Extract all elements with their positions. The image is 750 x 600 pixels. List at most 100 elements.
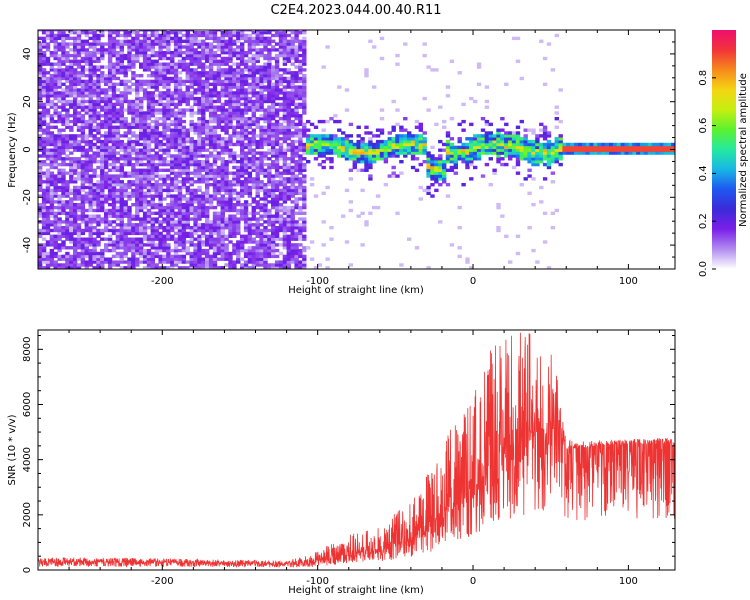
spectrogram-cell xyxy=(302,42,307,46)
spectrogram-cell xyxy=(80,165,86,170)
spectrogram-cell xyxy=(224,71,229,75)
spectrogram-cell xyxy=(286,85,291,89)
spectrogram-cell xyxy=(240,171,245,175)
spectrogram-cell xyxy=(247,36,253,41)
spectrogram-cell xyxy=(189,53,194,58)
spectrogram-cell xyxy=(154,246,159,250)
spectrogram-cell xyxy=(243,203,249,207)
spectrogram-cell xyxy=(185,168,190,172)
spectrogram-cell xyxy=(150,211,155,215)
spectrogram-cell xyxy=(142,53,148,58)
spectrogram-cell xyxy=(271,263,276,267)
spectrogram-cell xyxy=(193,111,198,115)
spectrogram-cell xyxy=(177,94,183,98)
spectrogram-cell xyxy=(189,263,194,267)
spectrogram-cell xyxy=(271,240,276,244)
spectrogram-cell xyxy=(146,254,152,259)
spectrogram-cell xyxy=(80,42,86,46)
spectrogram-cell xyxy=(216,79,222,84)
spectrogram-cell xyxy=(352,160,357,164)
spectrogram-cell xyxy=(290,226,295,230)
spectrogram-cell xyxy=(92,157,97,161)
spectrogram-cell xyxy=(166,105,171,109)
spectrogram-cell xyxy=(282,48,288,52)
spectrogram-cell xyxy=(127,42,132,46)
spectrogram-cell xyxy=(115,160,121,164)
spectrogram-cell xyxy=(212,62,218,66)
spectrogram-cell xyxy=(247,142,253,147)
spectrogram-cell xyxy=(208,74,214,78)
spectrogram-cell xyxy=(53,205,58,210)
spectrogram-cell xyxy=(76,111,82,115)
spectrogram-cell xyxy=(220,119,225,124)
spectrogram-cell xyxy=(57,145,62,150)
spectrogram-cell xyxy=(205,208,210,213)
spectrogram-cell xyxy=(228,183,233,187)
spectrogram-cell xyxy=(290,56,295,61)
spectrogram-cell xyxy=(131,45,136,49)
spectrogram-cell xyxy=(142,174,148,178)
spectrogram-cell xyxy=(368,145,373,150)
spectrogram-cell xyxy=(278,171,284,175)
spectrogram-cell xyxy=(379,154,385,158)
spectrogram-cell xyxy=(403,134,408,138)
spectrogram-cell xyxy=(111,214,117,218)
spectrogram-cell xyxy=(73,31,78,35)
spectrogram-cell xyxy=(271,96,276,101)
spectrogram-cell xyxy=(57,117,62,121)
spectrogram-cell xyxy=(146,139,152,144)
spectrogram-cell xyxy=(119,214,124,218)
spectrogram-cell xyxy=(282,42,288,46)
spectrogram-cell xyxy=(247,96,253,101)
spectrogram-cell xyxy=(139,177,144,181)
spectrogram-cell xyxy=(333,119,338,124)
spectrogram-cell xyxy=(53,79,58,84)
spectrogram-cell xyxy=(41,128,47,132)
spectrogram-cell xyxy=(57,226,62,230)
spectrogram-cell xyxy=(333,134,338,138)
spectrogram-cell xyxy=(38,85,43,89)
spectrogram-cell xyxy=(224,30,229,32)
spectrogram-cell xyxy=(107,208,113,213)
spectrogram-cell xyxy=(57,254,62,259)
spectrogram-cell xyxy=(228,231,233,236)
spectrogram-cell xyxy=(274,122,280,127)
spectrogram-cell xyxy=(115,174,121,178)
spectrogram-cell xyxy=(224,131,229,135)
spectrogram-cell xyxy=(201,197,206,201)
spectrogram-cell xyxy=(80,203,86,207)
spectrogram-cell xyxy=(139,119,144,124)
spectrogram-cell xyxy=(259,142,264,147)
spectrogram-cells xyxy=(38,30,675,269)
spectrogram-cell xyxy=(49,102,55,107)
spectrogram-cell xyxy=(73,254,78,259)
spectrogram-cell xyxy=(282,240,288,244)
spectrogram-cell xyxy=(228,53,233,58)
spectrogram-cell xyxy=(38,257,43,261)
spectrogram-cell xyxy=(255,180,260,184)
spectrogram-cell xyxy=(154,171,159,175)
spectrogram-cell xyxy=(146,42,152,46)
spectrogram-cell xyxy=(173,76,179,81)
spectrogram-cell xyxy=(364,145,369,150)
spectrogram-cell xyxy=(96,99,101,104)
spectrogram-cell xyxy=(290,251,295,256)
spectrogram-cell xyxy=(57,30,62,32)
spectrogram-cell xyxy=(294,45,299,49)
spectrogram-cell xyxy=(344,134,350,138)
spectrogram-cell xyxy=(212,33,218,38)
spectrogram-cell xyxy=(73,217,78,221)
spectrogram-cell xyxy=(53,217,58,221)
spectrogram-cell xyxy=(267,94,272,98)
spectrogram-cell xyxy=(271,68,276,72)
spectrogram-cell xyxy=(391,171,396,175)
spectrogram-cell xyxy=(45,96,51,101)
spectrogram-cell xyxy=(107,56,113,61)
spectrogram-cell xyxy=(228,234,233,238)
spectrogram-cell xyxy=(135,122,140,127)
spectrogram-cell xyxy=(65,263,70,267)
spectrogram-cell xyxy=(173,42,179,46)
spectrogram-cell xyxy=(298,248,303,253)
spectrogram-cell xyxy=(96,122,101,127)
spectrogram-cell xyxy=(107,96,113,101)
